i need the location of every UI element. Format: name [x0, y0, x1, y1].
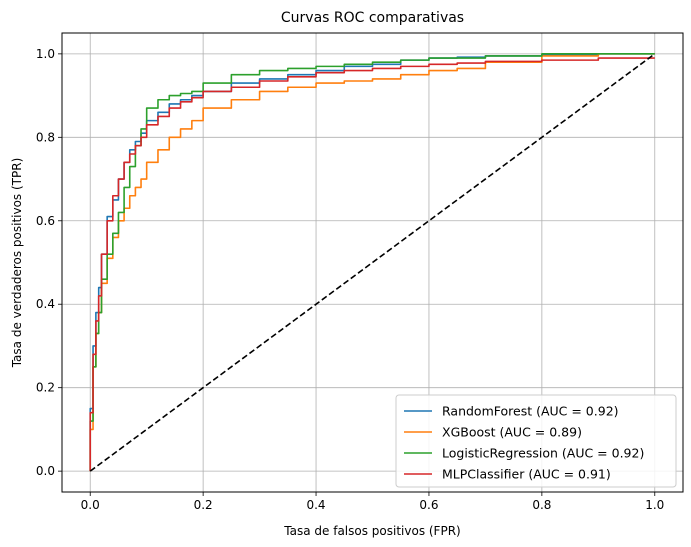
x-tick-label: 0.6 — [419, 498, 438, 512]
y-axis-label: Tasa de verdaderos positivos (TPR) — [10, 158, 24, 369]
legend-label: MLPClassifier (AUC = 0.91) — [442, 467, 611, 482]
y-tick-label: 0.4 — [36, 297, 55, 311]
legend-box — [395, 394, 677, 488]
x-axis-label: Tasa de falsos positivos (FPR) — [283, 524, 460, 538]
x-tick-label: 0.0 — [81, 498, 100, 512]
x-tick-label: 0.8 — [532, 498, 551, 512]
axes-frame — [61, 32, 684, 493]
legend-label: LogisticRegression (AUC = 0.92) — [442, 446, 644, 461]
y-tick-label: 1.0 — [36, 47, 55, 61]
legend-label: XGBoost (AUC = 0.89) — [442, 425, 582, 440]
y-tick-label: 0.6 — [36, 214, 55, 228]
legend-label: RandomForest (AUC = 0.92) — [442, 404, 619, 419]
x-tick-label: 0.2 — [194, 498, 213, 512]
series-line — [89, 53, 655, 472]
y-tick-label: 0.0 — [36, 464, 55, 478]
x-tick-label: 0.4 — [306, 498, 325, 512]
y-tick-label: 0.2 — [36, 381, 55, 395]
grid — [62, 33, 683, 492]
x-tick-label: 1.0 — [645, 498, 664, 512]
chart-title: Curvas ROC comparativas — [281, 10, 464, 26]
y-tick-label: 0.8 — [36, 130, 55, 144]
axis-ticks: 0.0 0.2 0.4 0.6 0.8 1.0 0.0 0.2 0.4 0.6 0.8 1.0 — [36, 47, 664, 512]
reference-diagonal-line — [89, 53, 656, 472]
series-line — [89, 57, 655, 472]
legend: RandomForest (AUC = 0.92) XGBoost (AUC = … — [395, 394, 677, 488]
plot-area — [89, 53, 656, 472]
series-line — [89, 53, 655, 472]
